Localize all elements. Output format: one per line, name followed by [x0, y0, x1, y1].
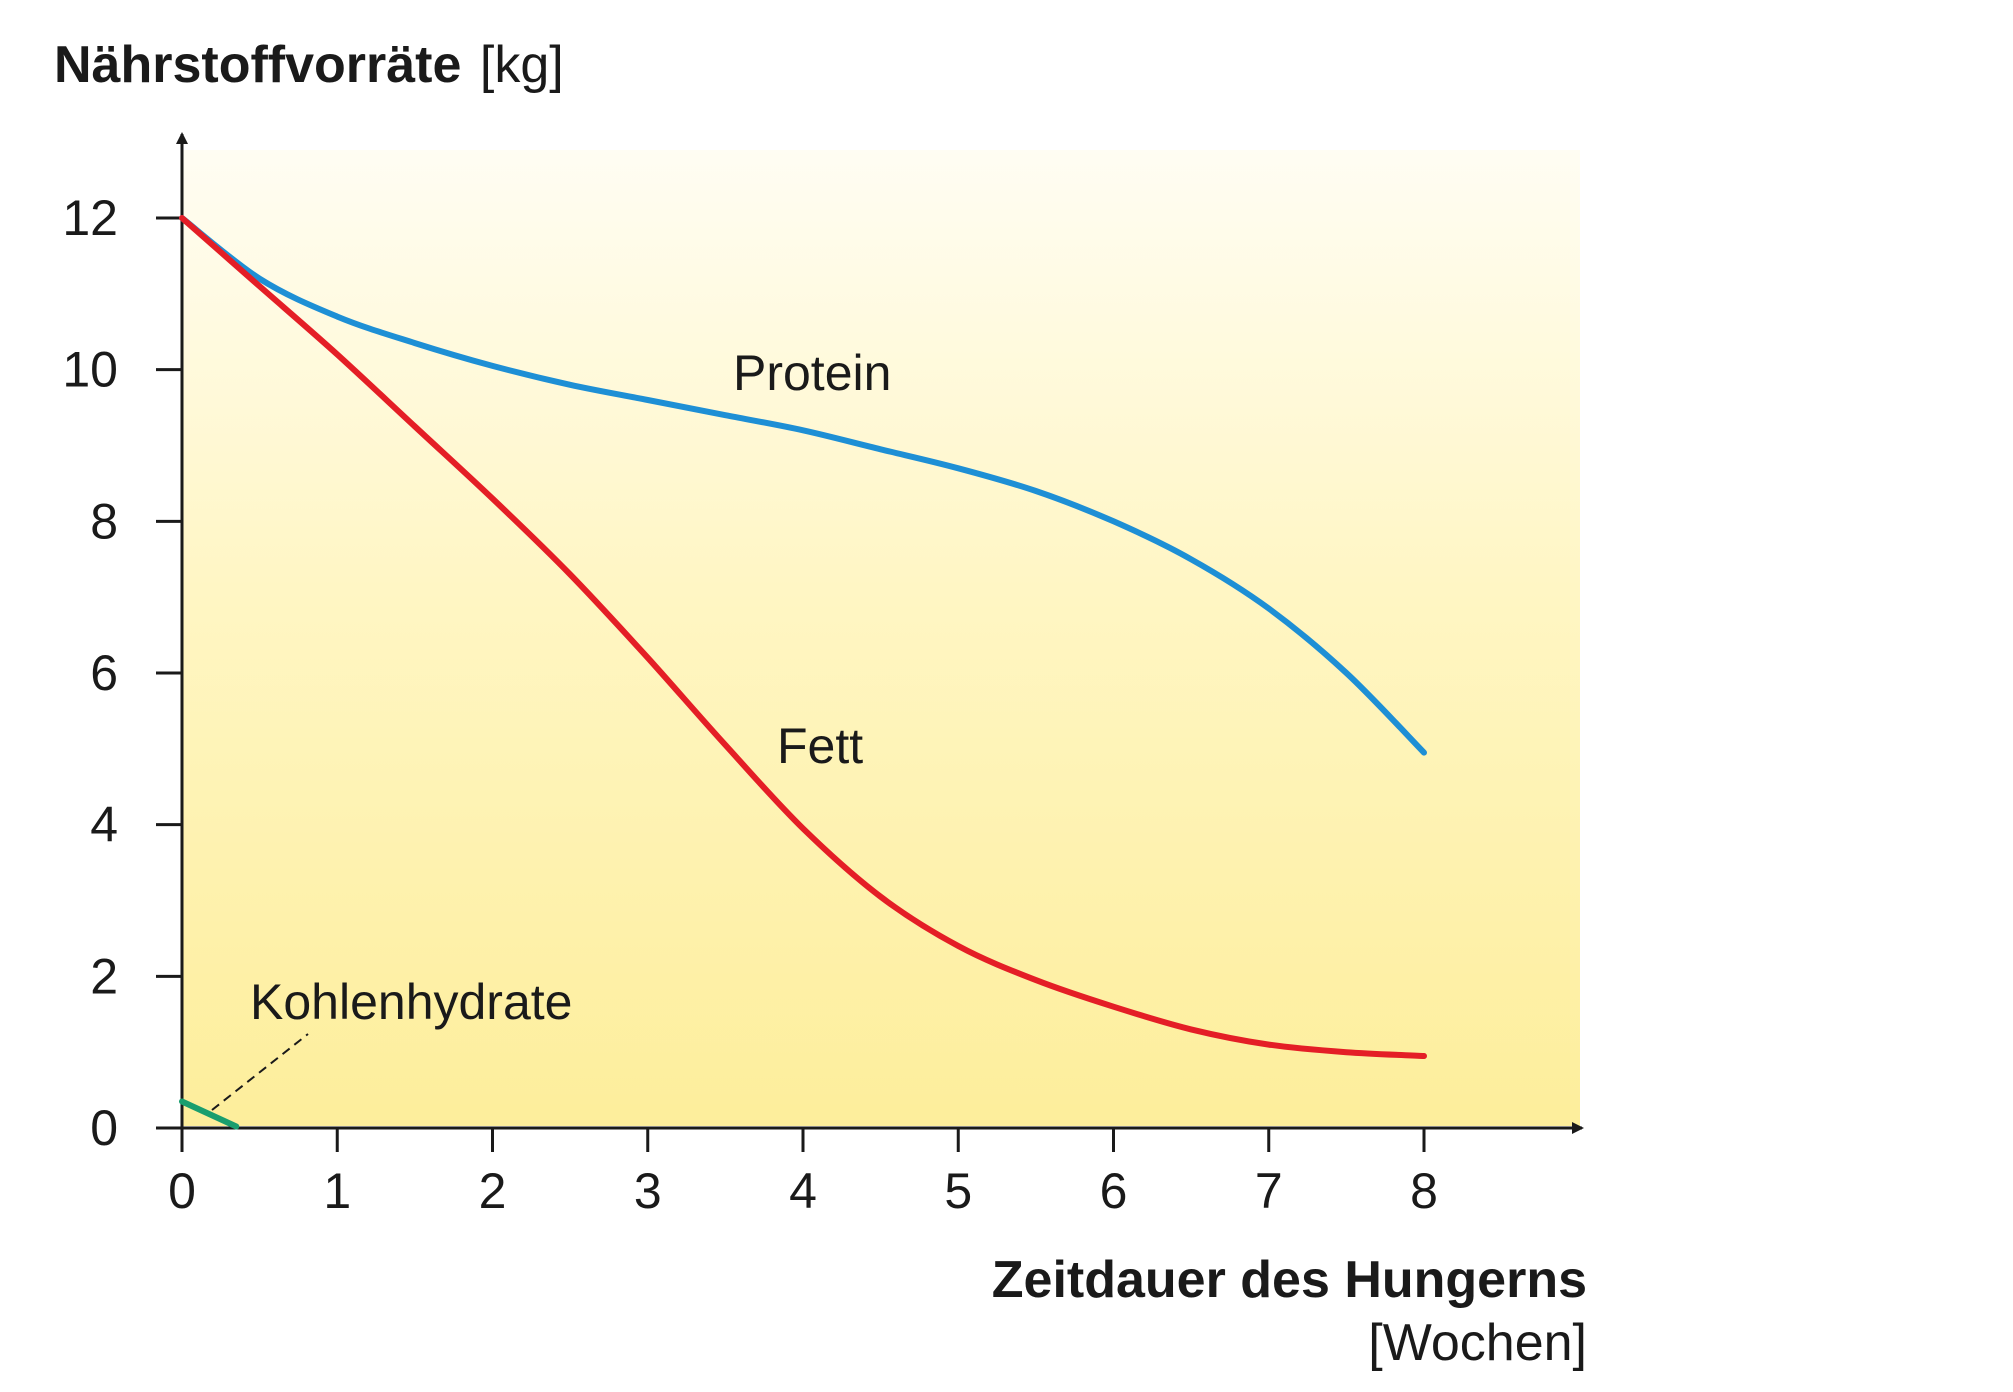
series-line-kohlenhydrate	[179, 1098, 240, 1130]
x-axis-unit: [Wochen]	[1368, 1314, 1587, 1372]
x-tick-label: 4	[789, 1163, 817, 1219]
x-tick-label: 1	[323, 1163, 351, 1219]
series-label-kohlenhydrate: Kohlenhydrate	[250, 974, 572, 1030]
plot-background	[182, 150, 1580, 1126]
y-axis-title: Nährstoffvorräte [kg]	[54, 36, 564, 94]
series-label-fett: Fett	[777, 718, 863, 774]
y-tick-label: 8	[90, 493, 118, 549]
x-tick-label: 5	[944, 1163, 972, 1219]
x-tick-label: 6	[1100, 1163, 1128, 1219]
x-tick-label: 0	[168, 1163, 196, 1219]
x-tick-label: 3	[634, 1163, 662, 1219]
x-tick-label: 7	[1255, 1163, 1283, 1219]
x-tick-label: 2	[479, 1163, 507, 1219]
y-axis-unit: [kg]	[480, 36, 564, 94]
y-tick-label: 2	[90, 948, 118, 1004]
y-tick-label: 12	[62, 190, 118, 246]
y-tick-label: 6	[90, 645, 118, 701]
series-label-protein: Protein	[733, 345, 891, 401]
x-tick-label: 8	[1410, 1163, 1438, 1219]
y-ticks: 0 2 4 6 8 10 12	[62, 190, 182, 1156]
y-axis-title-text: Nährstoffvorräte	[54, 36, 461, 94]
x-axis-title: Zeitdauer des Hungerns	[992, 1251, 1587, 1309]
series-layer	[179, 215, 1427, 1130]
kohlenhydrate-leader-line	[211, 1033, 309, 1111]
y-tick-label: 4	[90, 797, 118, 853]
y-tick-label: 10	[62, 342, 118, 398]
y-tick-label: 0	[90, 1100, 118, 1156]
series-line-protein	[179, 215, 1427, 756]
x-ticks: 0 1 2 3 4 5 6 7 8	[168, 1128, 1438, 1219]
series-line-fett	[179, 215, 1427, 1059]
